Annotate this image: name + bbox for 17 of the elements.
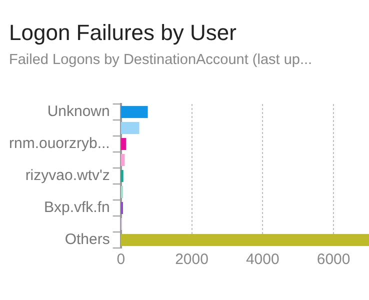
x-tick-label: 6000 [316, 251, 350, 268]
chart-title: Logon Failures by User [9, 20, 236, 46]
bar [120, 154, 125, 166]
bar [120, 122, 140, 134]
x-tick-label: 2000 [175, 251, 208, 268]
y-tick-label: Bxp.vfk.fn [44, 199, 110, 216]
bar [120, 106, 148, 118]
bar [120, 138, 126, 150]
y-tick-label: Unknown [47, 103, 110, 120]
bar [120, 170, 124, 182]
chart-subtitle: Failed Logons by DestinationAccount (last up... [9, 52, 312, 68]
x-tick-label: 4000 [246, 251, 280, 268]
x-tick-label: 0 [116, 251, 126, 268]
y-tick-label: rnm.ouorzryb... [8, 135, 110, 152]
y-tick-label: Others [64, 231, 110, 248]
y-tick-label: rizyvao.wtv'z [25, 167, 110, 184]
bar [120, 234, 369, 246]
